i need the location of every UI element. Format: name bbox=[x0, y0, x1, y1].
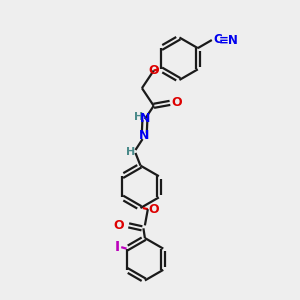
Text: N: N bbox=[139, 129, 149, 142]
Text: O: O bbox=[148, 64, 159, 77]
Text: O: O bbox=[171, 96, 182, 110]
Text: O: O bbox=[114, 219, 124, 232]
Text: H: H bbox=[126, 147, 135, 157]
Text: N: N bbox=[140, 112, 150, 125]
Text: I: I bbox=[115, 240, 120, 254]
Text: O: O bbox=[149, 203, 159, 216]
Text: ≡N: ≡N bbox=[218, 34, 238, 47]
Text: H: H bbox=[134, 112, 144, 122]
Text: C: C bbox=[213, 33, 222, 46]
